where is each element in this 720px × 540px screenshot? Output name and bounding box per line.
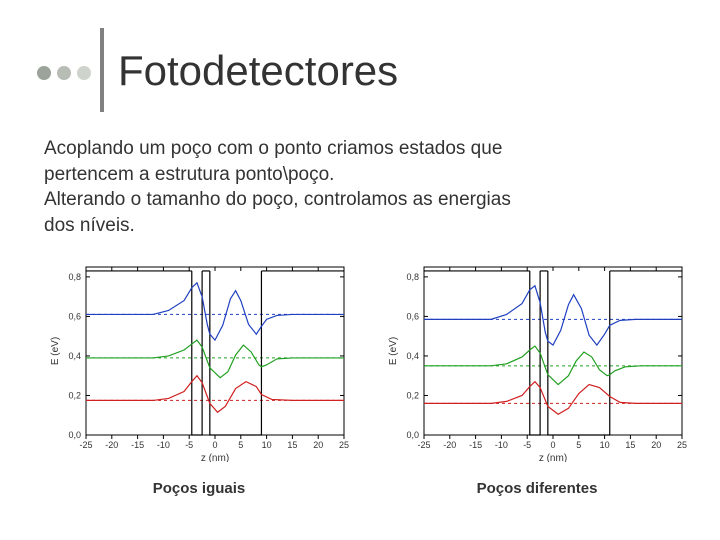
svg-text:5: 5 xyxy=(238,440,243,450)
svg-text:25: 25 xyxy=(339,440,349,450)
svg-text:z (nm): z (nm) xyxy=(539,453,567,462)
svg-text:-25: -25 xyxy=(79,440,92,450)
svg-text:10: 10 xyxy=(262,440,272,450)
caption-right: Poços diferentes xyxy=(477,480,598,497)
svg-text:-25: -25 xyxy=(417,440,430,450)
left-panel: -25 -20 -15 -10 -5 0 5 10 15 20 25 0,0 0,2 0,4 0,6 0,8 z… xyxy=(44,257,354,497)
svg-text:0,6: 0,6 xyxy=(68,311,81,321)
chart-left: -25 -20 -15 -10 -5 0 5 10 15 20 25 0,0 0,2 0,4 0,6 0,8 z… xyxy=(44,257,354,462)
svg-text:-20: -20 xyxy=(105,440,118,450)
svg-text:-10: -10 xyxy=(495,440,508,450)
svg-text:0: 0 xyxy=(550,440,555,450)
bullet-dot xyxy=(57,66,71,80)
chart-right: -25 -20 -15 -10 -5 0 5 10 15 20 25 0,0 0,2 0,4 0,6 0,8 z… xyxy=(382,257,692,462)
svg-text:20: 20 xyxy=(651,440,661,450)
svg-text:-5: -5 xyxy=(185,440,193,450)
svg-text:-20: -20 xyxy=(443,440,456,450)
chart-panels: -25 -20 -15 -10 -5 0 5 10 15 20 25 0,0 0,2 0,4 0,6 0,8 z… xyxy=(44,257,692,497)
svg-text:20: 20 xyxy=(313,440,323,450)
svg-text:0,2: 0,2 xyxy=(68,390,81,400)
svg-text:10: 10 xyxy=(600,440,610,450)
svg-text:z (nm): z (nm) xyxy=(201,453,229,462)
svg-text:-5: -5 xyxy=(523,440,531,450)
svg-text:-10: -10 xyxy=(157,440,170,450)
svg-text:15: 15 xyxy=(287,440,297,450)
right-panel: -25 -20 -15 -10 -5 0 5 10 15 20 25 0,0 0,2 0,4 0,6 0,8 z… xyxy=(382,257,692,497)
bullet-dot xyxy=(37,66,51,80)
bullet-dots xyxy=(37,66,91,80)
slide-title: Fotodetectores xyxy=(118,47,398,95)
body-text: Acoplando um poço com o ponto criamos es… xyxy=(44,136,511,239)
svg-text:E (eV): E (eV) xyxy=(50,337,61,365)
svg-text:5: 5 xyxy=(576,440,581,450)
svg-text:0,0: 0,0 xyxy=(68,430,81,440)
svg-text:25: 25 xyxy=(677,440,687,450)
svg-text:0,4: 0,4 xyxy=(406,351,419,361)
svg-text:15: 15 xyxy=(625,440,635,450)
svg-text:0,8: 0,8 xyxy=(406,272,419,282)
svg-text:0,4: 0,4 xyxy=(68,351,81,361)
svg-text:-15: -15 xyxy=(469,440,482,450)
svg-text:E (eV): E (eV) xyxy=(388,337,399,365)
caption-left: Poços iguais xyxy=(153,480,246,497)
title-divider xyxy=(100,28,104,112)
svg-text:-15: -15 xyxy=(131,440,144,450)
svg-text:0,2: 0,2 xyxy=(406,390,419,400)
bullet-dot xyxy=(77,66,91,80)
svg-text:0,0: 0,0 xyxy=(406,430,419,440)
svg-text:0,8: 0,8 xyxy=(68,272,81,282)
svg-text:0: 0 xyxy=(212,440,217,450)
svg-text:0,6: 0,6 xyxy=(406,311,419,321)
